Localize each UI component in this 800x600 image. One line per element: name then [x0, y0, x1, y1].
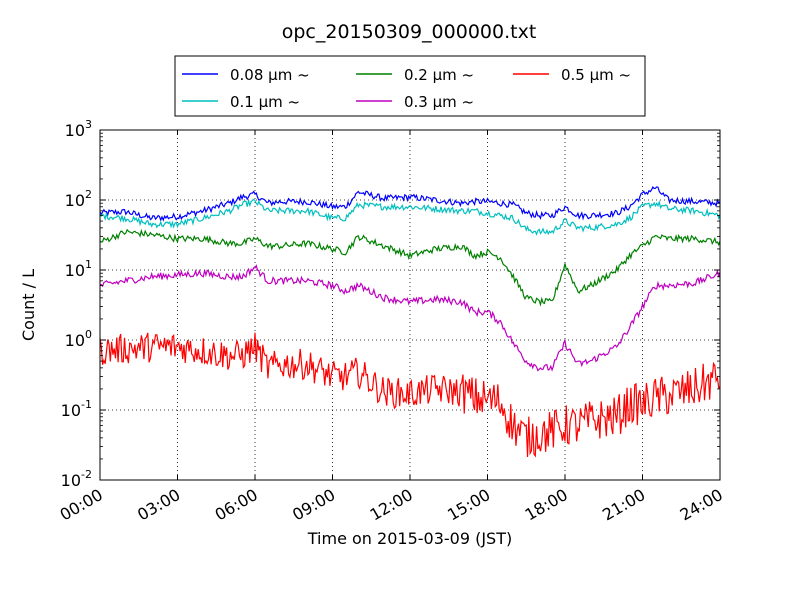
- legend-label: 0.1 µm ~: [230, 93, 300, 111]
- y-axis-label: Count / L: [19, 269, 38, 341]
- series-lines: [99, 186, 721, 458]
- legend: 0.08 µm ~ 0.1 µm ~ 0.2 µm ~ 0.3 µm ~ 0.5 µm …: [174, 55, 646, 117]
- legend-label: 0.2 µm ~: [404, 66, 474, 84]
- chart-title: opc_20150309_000000.txt: [282, 21, 537, 43]
- series-line: [99, 186, 721, 222]
- legend-label: 0.5 µm ~: [561, 66, 631, 84]
- legend-label: 0.08 µm ~: [230, 66, 310, 84]
- legend-box: [174, 55, 646, 117]
- legend-label: 0.3 µm ~: [404, 93, 474, 111]
- series-line: [99, 228, 721, 307]
- series-line: [99, 198, 721, 236]
- grid: [100, 130, 720, 480]
- x-axis-label: Time on 2015-03-09 (JST): [307, 529, 512, 548]
- series-line: [99, 332, 721, 458]
- series-line: [99, 264, 721, 372]
